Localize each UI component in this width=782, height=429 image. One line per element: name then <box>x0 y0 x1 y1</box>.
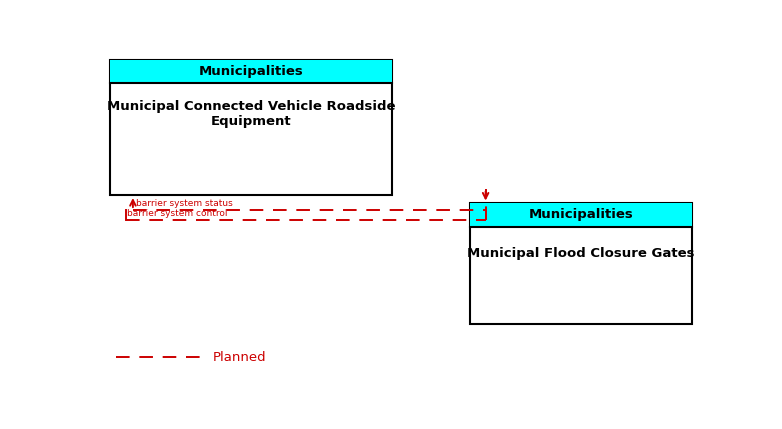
Bar <box>109 60 392 83</box>
Text: Municipalities: Municipalities <box>529 208 633 221</box>
Text: Municipal Flood Closure Gates: Municipal Flood Closure Gates <box>468 248 695 260</box>
Bar <box>471 203 692 324</box>
Text: barrier system status: barrier system status <box>136 199 233 208</box>
Bar <box>109 60 392 195</box>
Bar <box>471 203 692 227</box>
Text: barrier system control: barrier system control <box>127 209 228 218</box>
Text: Municipalities: Municipalities <box>199 65 303 78</box>
Text: Planned: Planned <box>213 350 267 363</box>
Text: Municipal Connected Vehicle Roadside
Equipment: Municipal Connected Vehicle Roadside Equ… <box>106 100 395 128</box>
